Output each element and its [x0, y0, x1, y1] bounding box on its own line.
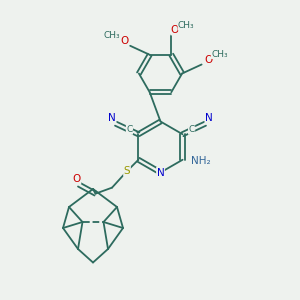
Text: N: N	[108, 113, 116, 123]
Text: O: O	[171, 25, 179, 35]
Text: C: C	[188, 125, 195, 134]
Text: CH₃: CH₃	[211, 50, 228, 58]
Text: N: N	[157, 167, 164, 178]
Text: CH₃: CH₃	[178, 21, 195, 30]
Text: NH₂: NH₂	[191, 156, 210, 166]
Text: CH₃: CH₃	[104, 31, 121, 40]
Text: O: O	[73, 174, 81, 184]
Text: O: O	[120, 36, 128, 46]
Text: N: N	[205, 113, 213, 123]
Text: S: S	[124, 166, 130, 176]
Text: C: C	[126, 125, 133, 134]
Text: O: O	[204, 55, 212, 65]
